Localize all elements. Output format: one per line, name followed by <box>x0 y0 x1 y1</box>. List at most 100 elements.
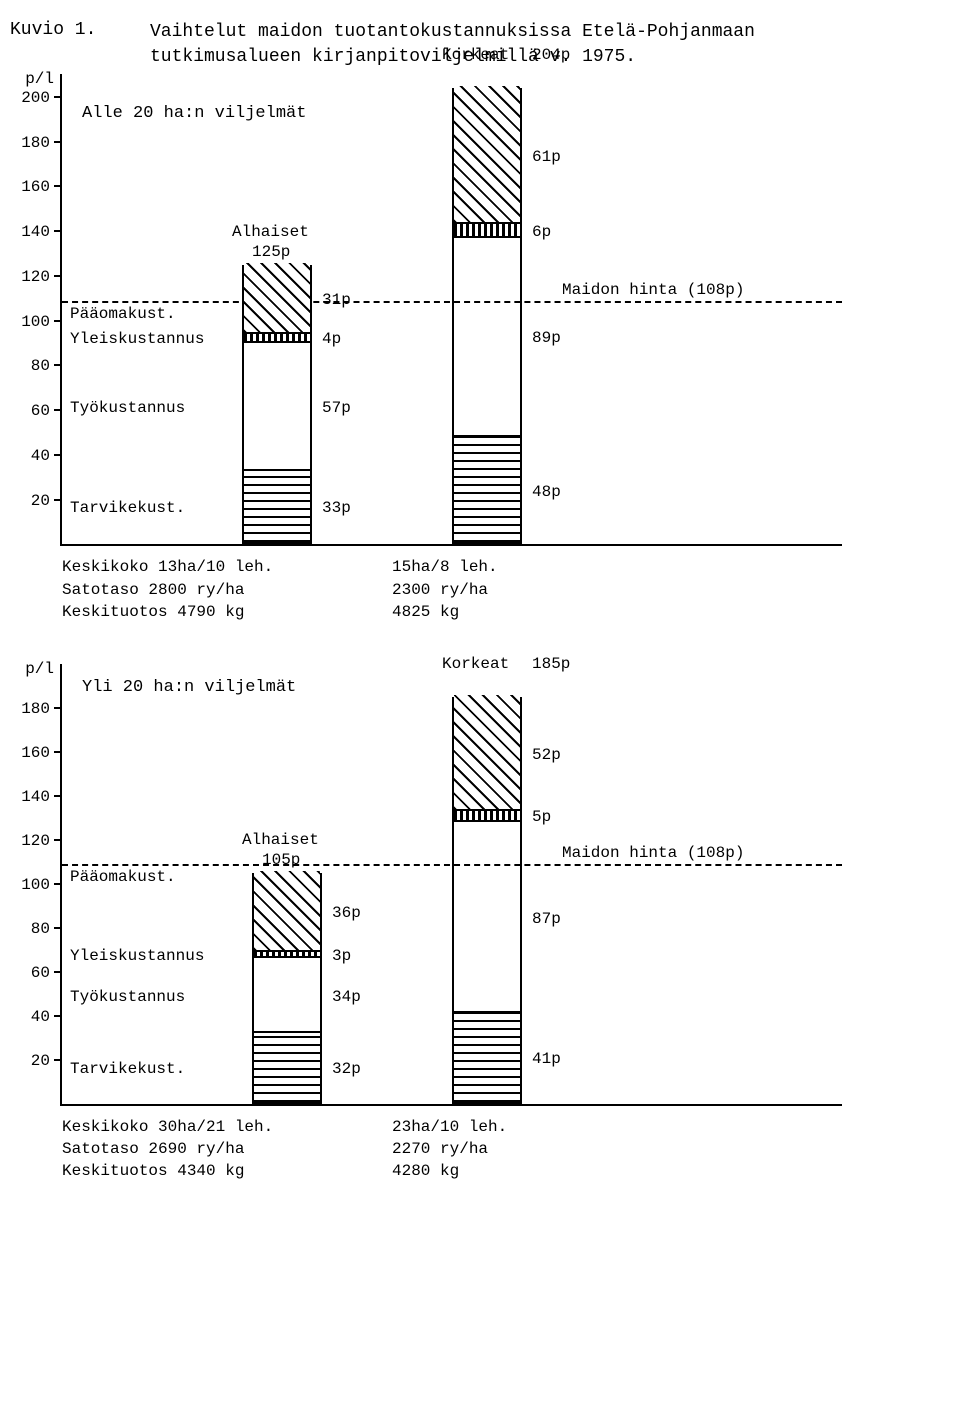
bar-segment <box>254 871 320 950</box>
segment-value-label: 34p <box>332 988 361 1006</box>
bar-segment <box>454 86 520 223</box>
chart-footer: Keskikoko 13ha/10 leh. Satotaso 2800 ry/… <box>62 546 950 623</box>
y-tick <box>54 96 62 98</box>
segment-value-label: 48p <box>532 483 561 501</box>
y-tick-label: 180 <box>21 134 50 152</box>
y-tick <box>54 364 62 366</box>
y-tick <box>54 185 62 187</box>
y-tick <box>54 499 62 501</box>
stacked-bar <box>242 265 312 545</box>
bar-title: Korkeat <box>442 46 509 64</box>
segment-value-label: 57p <box>322 399 351 417</box>
y-tick-label: 60 <box>31 964 50 982</box>
price-reference-label: Maidon hinta (108p) <box>562 844 744 862</box>
chart-subtitle: Alle 20 ha:n viljelmät <box>82 104 306 123</box>
y-tick-label: 60 <box>31 402 50 420</box>
y-tick <box>54 883 62 885</box>
plot-area: Alle 20 ha:n viljelmät Maidon hinta (108p… <box>60 74 842 546</box>
segment-value-label: 89p <box>532 329 561 347</box>
y-tick <box>54 275 62 277</box>
bar-title: Korkeat <box>442 655 509 673</box>
y-axis: p/l20406080100120140160180200 <box>10 74 60 544</box>
bar-total-label: 204p <box>532 46 570 64</box>
bar-segment <box>244 332 310 341</box>
segment-value-label: 32p <box>332 1060 361 1078</box>
stacked-bar <box>452 88 522 545</box>
y-tick-label: 100 <box>21 313 50 331</box>
bar-title: Alhaiset <box>232 223 309 241</box>
bar-segment <box>244 341 310 469</box>
segment-value-label: 31p <box>322 291 351 309</box>
bar-segment <box>454 222 520 235</box>
y-tick <box>54 795 62 797</box>
footer-right: 23ha/10 leh. 2270 ry/ha 4280 kg <box>392 1116 507 1183</box>
bar-total-label: 125p <box>252 243 290 261</box>
bar-segment <box>254 956 320 1031</box>
footer-left: Keskikoko 30ha/21 leh. Satotaso 2690 ry/… <box>62 1116 392 1183</box>
segment-value-label: 52p <box>532 746 561 764</box>
figure-number: Kuvio 1. <box>10 20 150 70</box>
y-tick-label: 140 <box>21 788 50 806</box>
y-tick-label: 140 <box>21 223 50 241</box>
chart-footer: Keskikoko 30ha/21 leh. Satotaso 2690 ry/… <box>62 1106 950 1183</box>
y-tick-label: 40 <box>31 447 50 465</box>
y-tick-label: 160 <box>21 178 50 196</box>
segment-value-label: 6p <box>532 223 551 241</box>
category-label: Tarvikekust. <box>70 1060 185 1078</box>
y-tick <box>54 320 62 322</box>
bar-segment <box>454 695 520 809</box>
bar-segment <box>454 1011 520 1101</box>
y-tick-label: 160 <box>21 744 50 762</box>
category-label: Yleiskustannus <box>70 947 204 965</box>
bar-segment <box>244 263 310 332</box>
y-tick-label: 80 <box>31 357 50 375</box>
y-tick-label: 180 <box>21 700 50 718</box>
segment-value-label: 61p <box>532 148 561 166</box>
y-tick <box>54 707 62 709</box>
y-tick <box>54 839 62 841</box>
bar-segment <box>454 809 520 820</box>
y-tick <box>54 230 62 232</box>
category-label: Työkustannus <box>70 988 185 1006</box>
stacked-bar <box>252 873 322 1104</box>
y-tick <box>54 927 62 929</box>
segment-value-label: 4p <box>322 330 341 348</box>
chart-block: p/l20406080100120140160180Yli 20 ha:n vi… <box>10 664 950 1183</box>
price-reference-label: Maidon hinta (108p) <box>562 281 744 299</box>
y-axis-unit: p/l <box>25 660 54 678</box>
segment-value-label: 36p <box>332 904 361 922</box>
bar-segment <box>254 950 320 957</box>
y-tick <box>54 971 62 973</box>
category-label: Yleiskustannus <box>70 330 204 348</box>
y-tick-label: 20 <box>31 1052 50 1070</box>
y-tick <box>54 1059 62 1061</box>
bar-title: Alhaiset <box>242 831 319 849</box>
footer-right: 15ha/8 leh. 2300 ry/ha 4825 kg <box>392 556 498 623</box>
y-tick-label: 100 <box>21 876 50 894</box>
y-tick-label: 120 <box>21 832 50 850</box>
y-tick <box>54 141 62 143</box>
segment-value-label: 33p <box>322 499 351 517</box>
category-label: Pääomakust. <box>70 868 176 886</box>
footer-left: Keskikoko 13ha/10 leh. Satotaso 2800 ry/… <box>62 556 392 623</box>
bar-segment <box>244 469 310 543</box>
category-label: Työkustannus <box>70 399 185 417</box>
y-tick-label: 80 <box>31 920 50 938</box>
title-line-1: Vaihtelut maidon tuotantokustannuksissa … <box>150 22 755 42</box>
bar-segment <box>254 1031 320 1101</box>
y-tick <box>54 409 62 411</box>
y-tick-label: 20 <box>31 492 50 510</box>
y-axis: p/l20406080100120140160180 <box>10 664 60 1104</box>
y-tick-label: 120 <box>21 268 50 286</box>
bar-total-label: 185p <box>532 655 570 673</box>
y-tick <box>54 1015 62 1017</box>
segment-value-label: 3p <box>332 947 351 965</box>
segment-value-label: 87p <box>532 910 561 928</box>
y-tick-label: 200 <box>21 89 50 107</box>
y-axis-unit: p/l <box>25 70 54 88</box>
category-label: Tarvikekust. <box>70 499 185 517</box>
stacked-bar <box>452 697 522 1104</box>
bar-segment <box>454 435 520 542</box>
segment-value-label: 5p <box>532 808 551 826</box>
plot-area: Yli 20 ha:n viljelmätMaidon hinta (108p)… <box>60 664 842 1106</box>
